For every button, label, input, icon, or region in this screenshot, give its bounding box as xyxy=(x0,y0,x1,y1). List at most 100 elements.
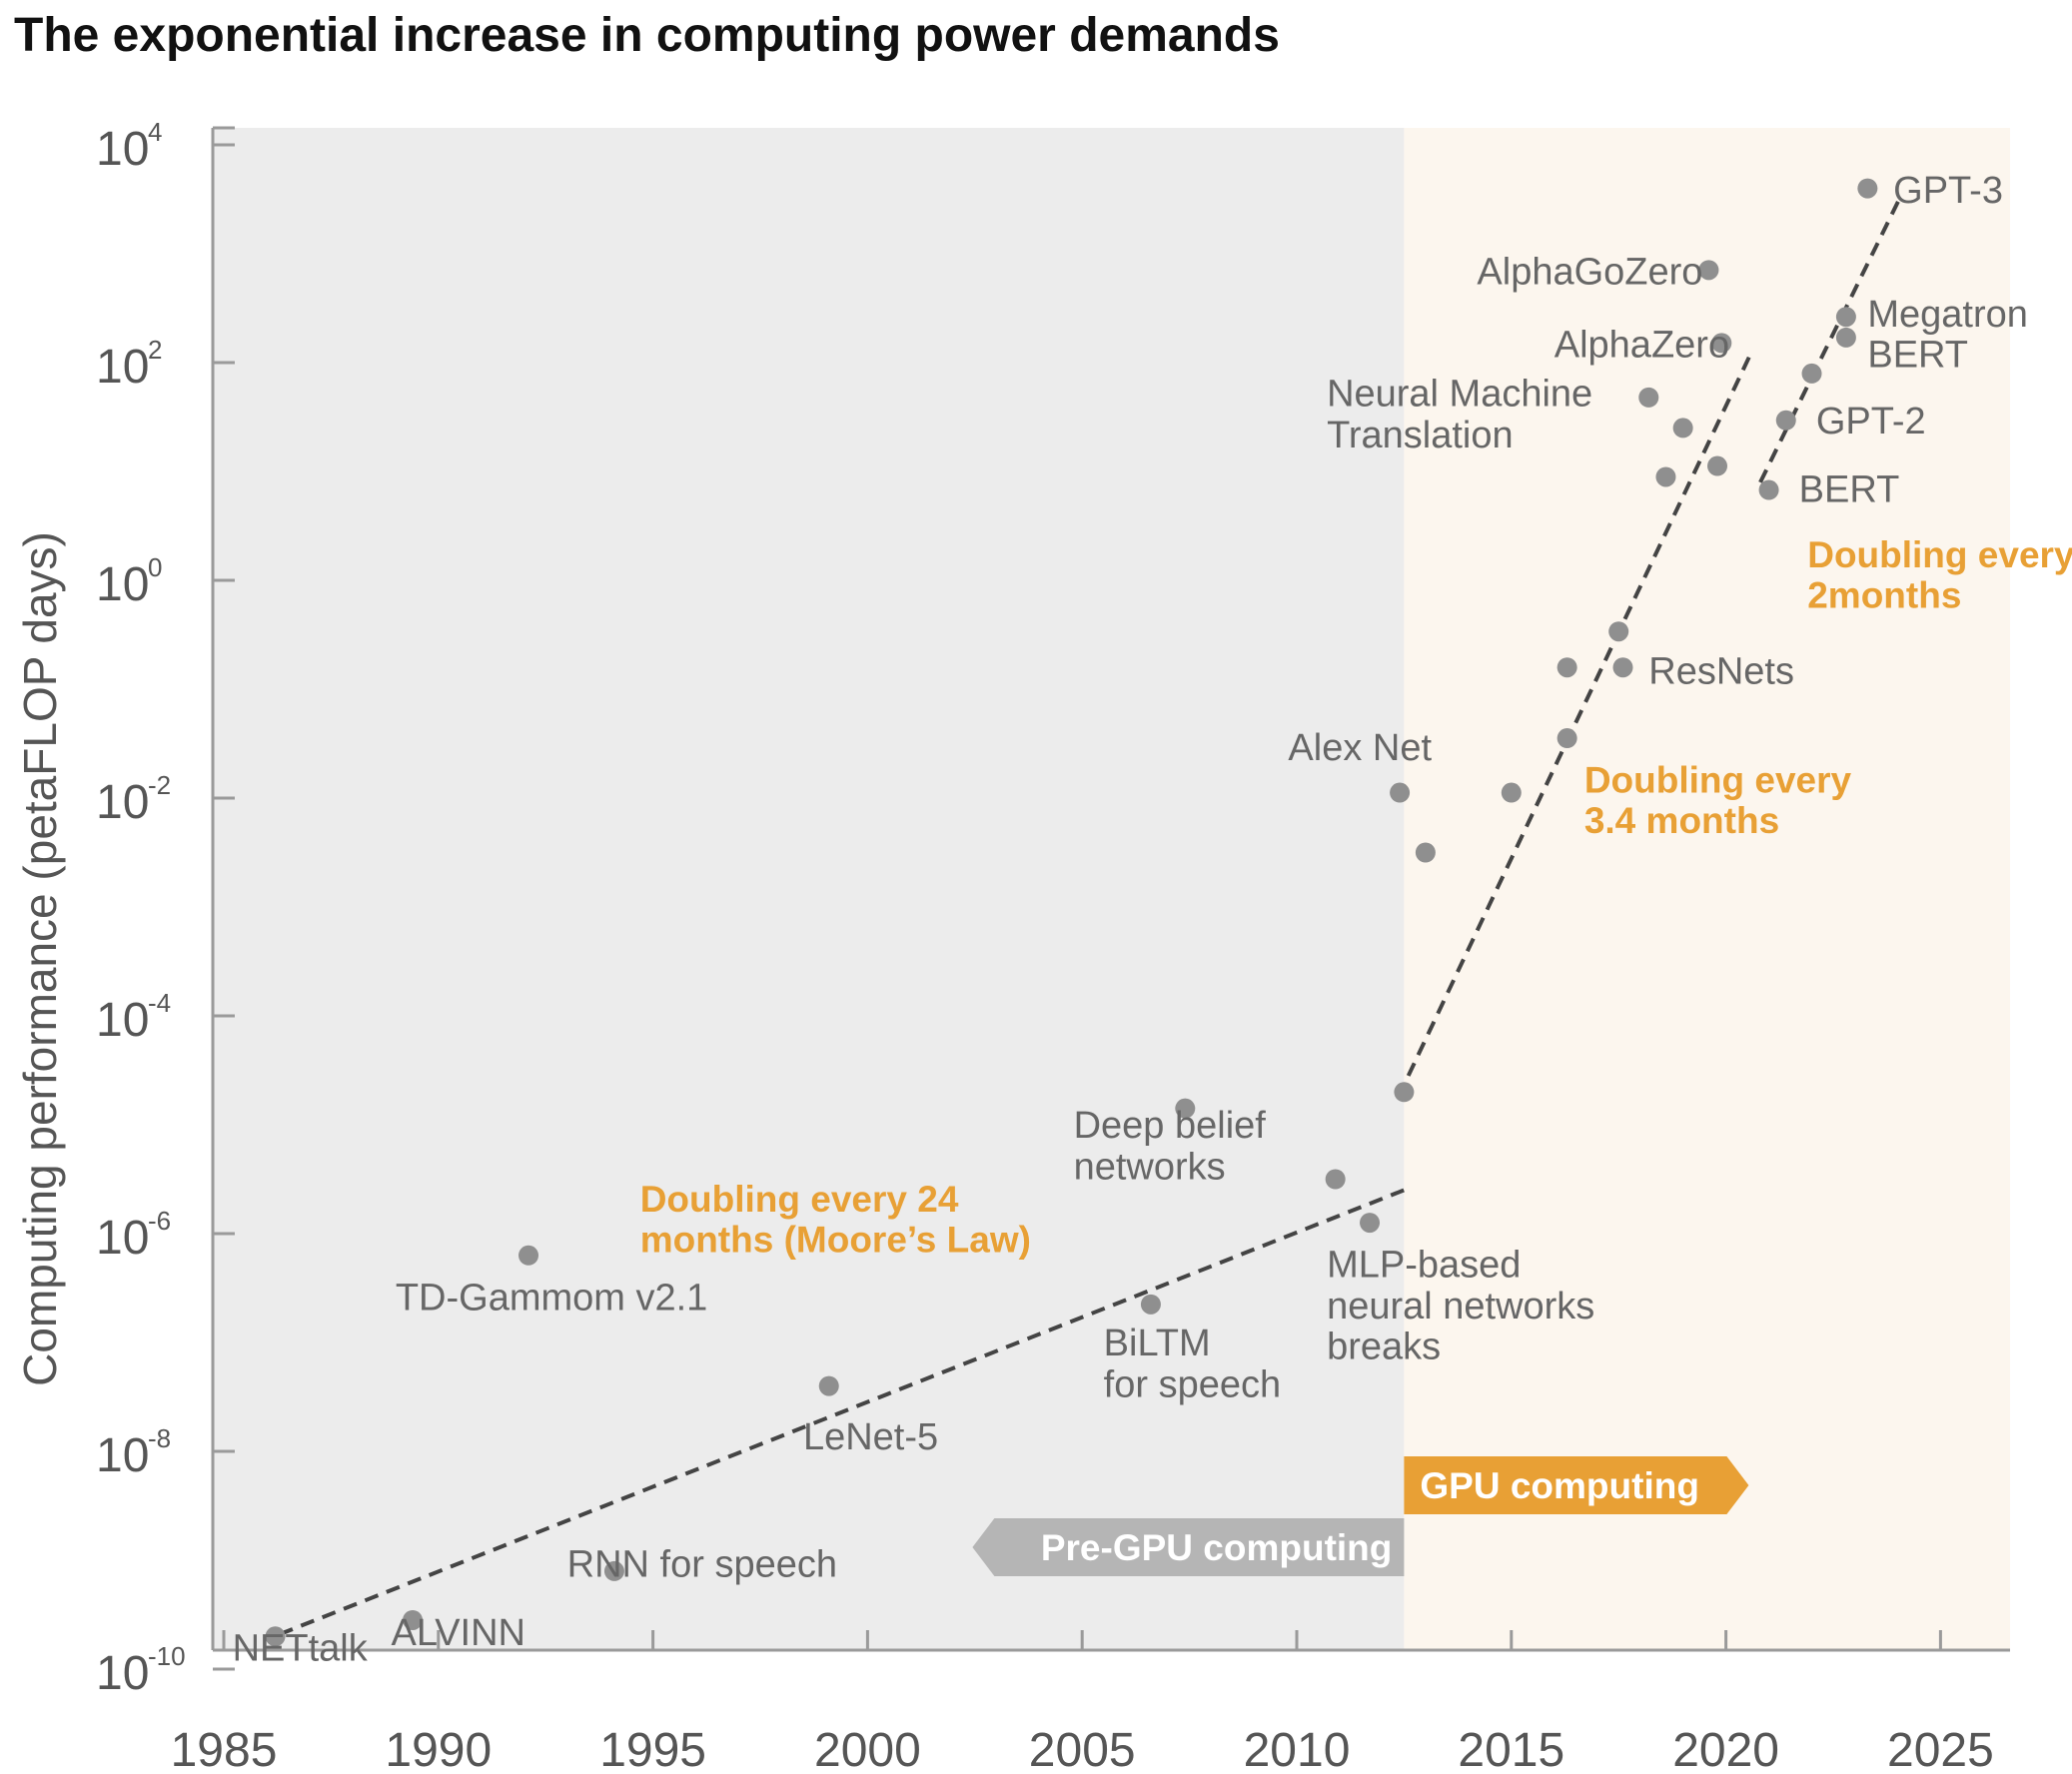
y-tick-label: 10 xyxy=(96,123,149,176)
y-tick-exponent: -10 xyxy=(148,1641,186,1671)
y-tick-label: 10 xyxy=(96,994,149,1047)
point-label: BERT xyxy=(1867,334,1968,376)
point-label: breaks xyxy=(1327,1326,1441,1367)
x-tick-label: 2025 xyxy=(1887,1724,1994,1774)
data-point xyxy=(403,1609,424,1630)
y-tick-exponent: 2 xyxy=(148,335,162,365)
era-banners: GPU computing Pre-GPU computing xyxy=(972,1456,1749,1576)
point-label: GPT-2 xyxy=(1816,401,1926,443)
point-label: GPT-3 xyxy=(1893,170,2003,212)
point-label: LeNet-5 xyxy=(803,1416,938,1458)
trend-line xyxy=(1406,351,1754,1077)
pre-gpu-region xyxy=(213,128,1405,1650)
data-point xyxy=(1835,307,1856,328)
data-point xyxy=(1655,466,1676,487)
y-tick-exponent: -4 xyxy=(148,988,171,1018)
trend-annotation-line2: 3.4 months xyxy=(1584,800,1779,841)
gpu-computing-banner xyxy=(1404,1456,1749,1514)
x-tick-label: 2015 xyxy=(1458,1724,1564,1774)
data-point xyxy=(1835,327,1856,348)
trend-annotation-line1: Doubling every xyxy=(1584,760,1852,801)
point-label: BiLTM xyxy=(1104,1323,1211,1364)
y-tick-label: 10 xyxy=(96,558,149,611)
x-tick-label: 2010 xyxy=(1244,1724,1351,1774)
data-point xyxy=(1801,363,1822,384)
point-label: Alex Net xyxy=(1288,727,1432,769)
point-label: Megatron xyxy=(1867,294,2028,336)
point-label: MLP-based xyxy=(1327,1245,1521,1287)
trend-line xyxy=(1758,193,1904,483)
x-tick-label: 2005 xyxy=(1029,1724,1136,1774)
data-point xyxy=(1360,1213,1381,1234)
point-label: Translation xyxy=(1327,415,1514,456)
data-point xyxy=(1672,418,1693,439)
x-tick-label: 1990 xyxy=(385,1724,492,1774)
point-label: NETtalk xyxy=(233,1627,369,1669)
data-points xyxy=(265,178,1878,1647)
data-point xyxy=(1707,455,1728,476)
data-point xyxy=(1612,657,1633,678)
y-tick-exponent: -6 xyxy=(148,1206,171,1236)
y-tick-label: 10 xyxy=(96,1647,149,1700)
trend-lines xyxy=(279,193,1904,1636)
data-point xyxy=(518,1245,539,1266)
point-label: RNN for speech xyxy=(567,1543,837,1585)
data-point xyxy=(265,1626,286,1647)
data-point xyxy=(1140,1294,1161,1315)
point-label: ResNets xyxy=(1648,651,1794,693)
data-point xyxy=(1325,1169,1346,1190)
y-tick-exponent: 0 xyxy=(148,552,162,582)
trend-annotation-line2: months (Moore’s Law) xyxy=(640,1220,1031,1261)
point-label: neural networks xyxy=(1327,1286,1594,1328)
point-label: Neural Machine xyxy=(1327,374,1592,416)
x-axis-ticks: 1985 1990 1995 2000 2005 2010 2015 2020 2025 xyxy=(171,1630,1994,1774)
pre-gpu-computing-label: Pre-GPU computing xyxy=(1041,1527,1393,1568)
x-tick-label: 2020 xyxy=(1672,1724,1779,1774)
point-label: ALVINN xyxy=(392,1612,525,1654)
data-point xyxy=(1394,1082,1415,1103)
data-point xyxy=(1638,387,1659,408)
data-point xyxy=(1775,410,1796,431)
point-label: BERT xyxy=(1799,469,1900,511)
trend-annotation-line2: 2months xyxy=(1807,574,1961,615)
data-point xyxy=(1390,782,1411,803)
y-tick-label: 10 xyxy=(96,776,149,829)
trend-annotation-line1: Doubling every xyxy=(1807,534,2072,575)
trend-annotation-line1: Doubling every 24 xyxy=(640,1179,959,1220)
point-label: AlphaGoZero xyxy=(1477,252,1702,294)
pre-gpu-computing-banner xyxy=(972,1518,1405,1576)
y-tick-label: 10 xyxy=(96,1429,149,1482)
gpu-computing-label: GPU computing xyxy=(1420,1465,1699,1506)
trend-line xyxy=(279,1188,1406,1636)
x-tick-label: 1995 xyxy=(599,1724,706,1774)
axes xyxy=(211,126,2010,1652)
data-point xyxy=(1608,621,1629,642)
point-label: TD-Gammom v2.1 xyxy=(396,1277,707,1319)
x-tick-label: 1985 xyxy=(171,1724,278,1774)
point-label: AlphaZero xyxy=(1554,325,1729,367)
data-point xyxy=(1415,842,1436,863)
data-point xyxy=(1175,1098,1196,1119)
point-label: networks xyxy=(1074,1147,1226,1189)
y-tick-label: 10 xyxy=(96,341,149,394)
point-labels: NETtalk ALVINN TD-Gammom v2.1 RNN for speec… xyxy=(233,170,2028,1670)
data-point xyxy=(1501,782,1522,803)
data-point xyxy=(1711,333,1732,354)
data-point xyxy=(1556,728,1577,749)
data-point xyxy=(603,1560,624,1581)
y-axis-label: Computing performance (petaFLOP days) xyxy=(14,531,66,1386)
data-point xyxy=(1556,657,1577,678)
point-label: for speech xyxy=(1104,1364,1281,1406)
gpu-region xyxy=(1404,128,2010,1650)
data-point xyxy=(818,1375,839,1396)
data-point xyxy=(1758,479,1779,500)
data-point xyxy=(1698,260,1719,281)
chart-title: The exponential increase in computing po… xyxy=(14,9,1280,62)
data-point xyxy=(1857,178,1878,199)
y-tick-exponent: -8 xyxy=(148,1423,171,1453)
y-tick-label: 10 xyxy=(96,1212,149,1265)
y-tick-exponent: -2 xyxy=(148,770,171,800)
